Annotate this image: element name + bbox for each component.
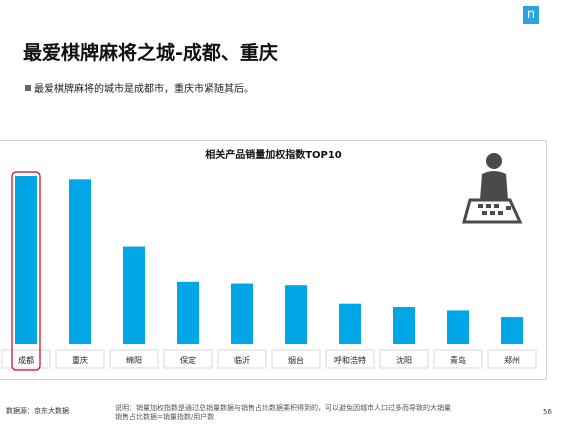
- bar-4: [177, 281, 199, 344]
- highlight-box: [11, 171, 41, 371]
- x-label-box-7: [325, 349, 375, 369]
- x-label-box-2: [55, 349, 105, 369]
- bar-10: [501, 317, 523, 344]
- x-label-box-5: [217, 349, 267, 369]
- bullet-text: 最爱棋牌麻将的城市是成都市，重庆市紧随其后。: [34, 84, 254, 95]
- x-label-box-9: [433, 349, 483, 369]
- brand-logo: n: [523, 6, 539, 24]
- footer-note: 说明：销量加权指数是通过总销量数据与销售占比数据乘积得到的，可以避免因城市人口过…: [115, 404, 451, 421]
- bar-1: [15, 176, 37, 344]
- bar-5: [231, 283, 253, 344]
- x-tick-label-6: 烟台: [288, 355, 304, 365]
- x-tick-label-1: 成都: [18, 355, 34, 365]
- bullet-square-icon: [25, 85, 31, 91]
- bar-2: [69, 179, 91, 344]
- x-tick-label-5: 临沂: [234, 355, 250, 365]
- mahjong-player-icon: [462, 153, 523, 224]
- page-title: 最爱棋牌麻将之城-成都、重庆: [23, 42, 278, 64]
- x-tick-label-7: 呼和浩特: [334, 355, 366, 365]
- bar-9: [447, 310, 469, 344]
- x-tick-label-2: 重庆: [72, 355, 88, 365]
- bar-8: [393, 307, 415, 344]
- bullet-text-row: 最爱棋牌麻将的城市是成都市，重庆市紧随其后。: [25, 80, 254, 95]
- x-tick-label-3: 绵阳: [126, 355, 142, 365]
- bars-group: [15, 176, 523, 344]
- x-labels-group: 成都 重庆 绵阳 保定 临沂 烟台 呼和浩特 沈阳 青岛 郑州: [1, 349, 537, 369]
- bar-6: [285, 285, 307, 344]
- bar-3: [123, 246, 145, 344]
- x-label-box-10: [487, 349, 537, 369]
- x-tick-label-4: 保定: [180, 355, 196, 365]
- x-label-box-1: [1, 349, 51, 369]
- x-label-box-4: [163, 349, 213, 369]
- x-tick-label-10: 郑州: [504, 355, 520, 365]
- x-label-box-8: [379, 349, 429, 369]
- x-label-box-6: [271, 349, 321, 369]
- x-tick-label-9: 青岛: [450, 355, 466, 365]
- data-source: 数据源：京东大数据: [6, 407, 69, 415]
- page-number: 56: [543, 408, 552, 416]
- chart-title: 相关产品销量加权指数TOP10: [205, 150, 342, 161]
- x-tick-label-8: 沈阳: [396, 355, 412, 365]
- brand-logo-letter: n: [526, 7, 536, 22]
- bar-7: [339, 303, 361, 344]
- x-label-box-3: [109, 349, 159, 369]
